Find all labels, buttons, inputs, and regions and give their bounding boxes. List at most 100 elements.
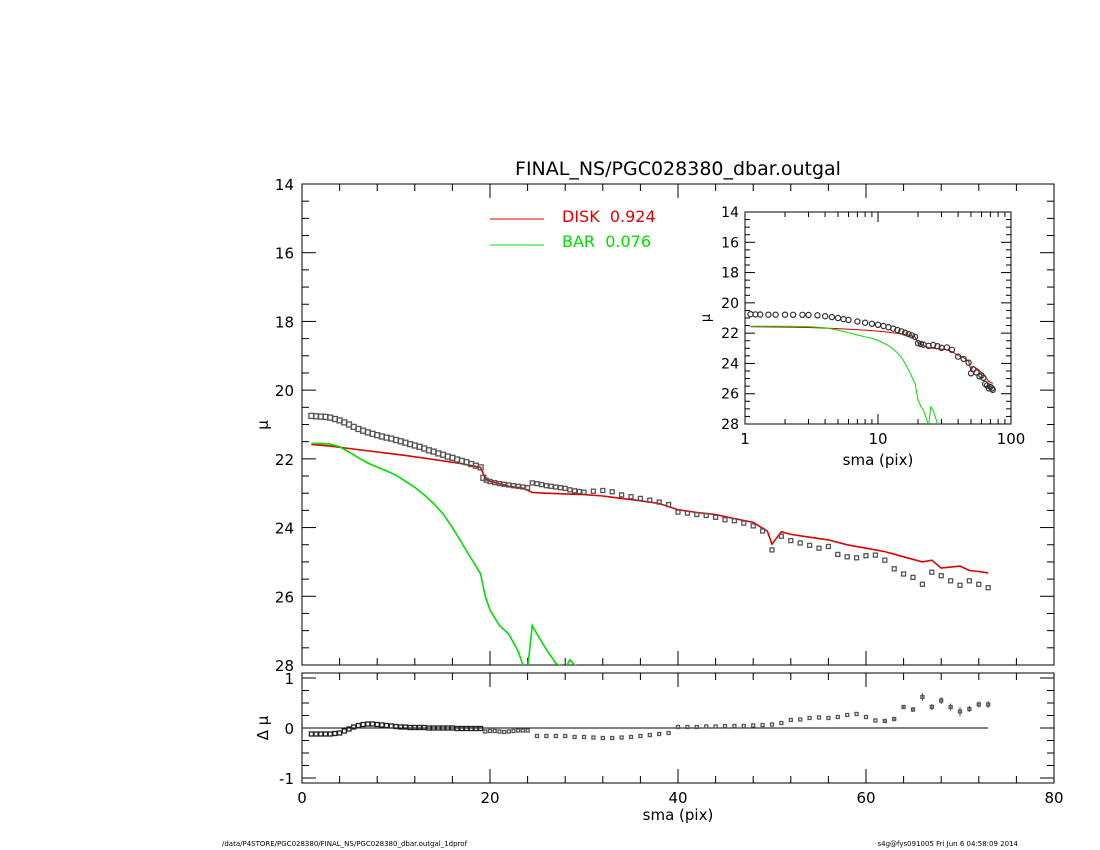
- chart-title: FINAL_NS/PGC028380_dbar.outgal: [515, 158, 841, 180]
- inset-tick-labels: 14 16 18 20 22 24 26 281 10 100: [721, 205, 1025, 448]
- residual-point: [751, 723, 756, 728]
- inset-data-point: [911, 333, 919, 341]
- main-y-tick-label: 24: [275, 520, 294, 538]
- inset-data-point: [970, 366, 977, 373]
- residual-point: [468, 725, 474, 732]
- data-point: [515, 483, 521, 489]
- residual-point: [901, 704, 906, 710]
- data-point: [524, 485, 531, 491]
- data-point: [825, 543, 832, 550]
- footer-timestamp: s4g@fys091005 Fri Jun 6 04:58:09 2014: [877, 840, 1018, 848]
- data-point: [872, 552, 879, 558]
- data-point: [750, 523, 756, 529]
- residual-point: [581, 734, 587, 740]
- inset-data-point: [781, 311, 789, 318]
- residual-point: [741, 723, 746, 729]
- inset-data-point: [894, 326, 901, 334]
- inset-data-series: [747, 311, 997, 424]
- data-point: [548, 483, 554, 489]
- inset-bar-model-line: [750, 325, 939, 424]
- inset-data-point: [948, 346, 956, 353]
- data-point: [557, 485, 564, 491]
- residual-point: [520, 728, 526, 733]
- data-point: [520, 484, 526, 490]
- inset-data-point: [854, 318, 861, 325]
- inset-x-tick-label: 10: [868, 430, 887, 448]
- inset-log-panel: μ sma (pix) 14 16 18 20 22 24 26 281 10 100: [699, 205, 1025, 469]
- data-point: [576, 488, 582, 495]
- x-tick-label: 20: [480, 789, 499, 807]
- inset-y-tick-label: 24: [721, 356, 739, 372]
- residual-point: [412, 724, 418, 731]
- residual-point: [365, 721, 371, 727]
- residual-point: [355, 722, 362, 729]
- residual-point: [534, 733, 540, 739]
- data-point: [581, 489, 587, 495]
- residual-point: [948, 704, 953, 710]
- residual-point: [346, 726, 352, 732]
- residual-point: [572, 734, 577, 740]
- inset-y-tick-label: 26: [721, 387, 739, 403]
- legend: DISK 0.924 BAR 0.076: [490, 207, 656, 251]
- data-point: [496, 480, 503, 487]
- inset-axis-ticks: [744, 211, 1012, 425]
- inset-data-point: [772, 311, 779, 318]
- residual-point: [713, 724, 718, 729]
- legend-disk-label: DISK 0.924: [562, 207, 656, 226]
- data-point: [929, 569, 935, 575]
- main-y-axis-label: μ: [254, 420, 272, 430]
- residual-point: [657, 731, 662, 737]
- data-point: [797, 540, 803, 546]
- residual-point: [463, 725, 470, 732]
- main-y-tick-label: 26: [275, 588, 294, 606]
- inset-y-tick-label: 16: [721, 235, 739, 251]
- data-point: [938, 573, 944, 579]
- x-tick-label: 0: [297, 789, 307, 807]
- data-point: [571, 488, 578, 494]
- residual-point: [675, 724, 681, 730]
- residual-point: [398, 724, 404, 730]
- residual-point: [628, 734, 634, 740]
- main-y-tick-label: 16: [275, 245, 294, 263]
- residual-point: [685, 724, 690, 730]
- residual-point: [407, 724, 413, 731]
- inset-data-points: [747, 311, 997, 394]
- residual-point: [854, 711, 859, 717]
- residual-point: [929, 704, 934, 710]
- data-point: [778, 533, 785, 539]
- residual-point: [769, 722, 775, 727]
- residual-point: [388, 723, 394, 729]
- residual-point: [341, 728, 347, 734]
- data-point: [487, 478, 493, 485]
- inset-y-tick-label: 22: [721, 326, 739, 342]
- data-point: [741, 520, 747, 526]
- data-point: [590, 488, 597, 494]
- x-tick-label: 80: [1044, 789, 1063, 807]
- inset-data-point: [973, 369, 980, 376]
- data-point: [567, 487, 573, 493]
- residual-point: [459, 725, 465, 732]
- residual-point: [798, 717, 803, 722]
- residual-axis-ticks: [301, 673, 1055, 783]
- inset-data-point: [757, 311, 764, 318]
- residual-point: [322, 731, 329, 737]
- inset-data-point: [989, 386, 997, 394]
- residual-point: [779, 720, 784, 726]
- residual-point: [826, 715, 831, 721]
- residual-point: [379, 722, 385, 728]
- footer-file-path: /data/P4STORE/PGC028380/FINAL_NS/PGC0283…: [222, 840, 468, 848]
- residual-point: [732, 723, 737, 729]
- residual-point: [920, 694, 925, 700]
- data-point: [966, 578, 973, 584]
- data-point: [957, 582, 963, 588]
- residual-point: [492, 728, 497, 734]
- data-point: [891, 566, 897, 572]
- residual-point: [892, 716, 897, 722]
- main-data-series: [308, 412, 991, 665]
- data-point: [501, 481, 507, 487]
- inset-data-point: [845, 316, 852, 324]
- data-point: [553, 484, 559, 490]
- inset-y-axis-label: μ: [699, 314, 714, 322]
